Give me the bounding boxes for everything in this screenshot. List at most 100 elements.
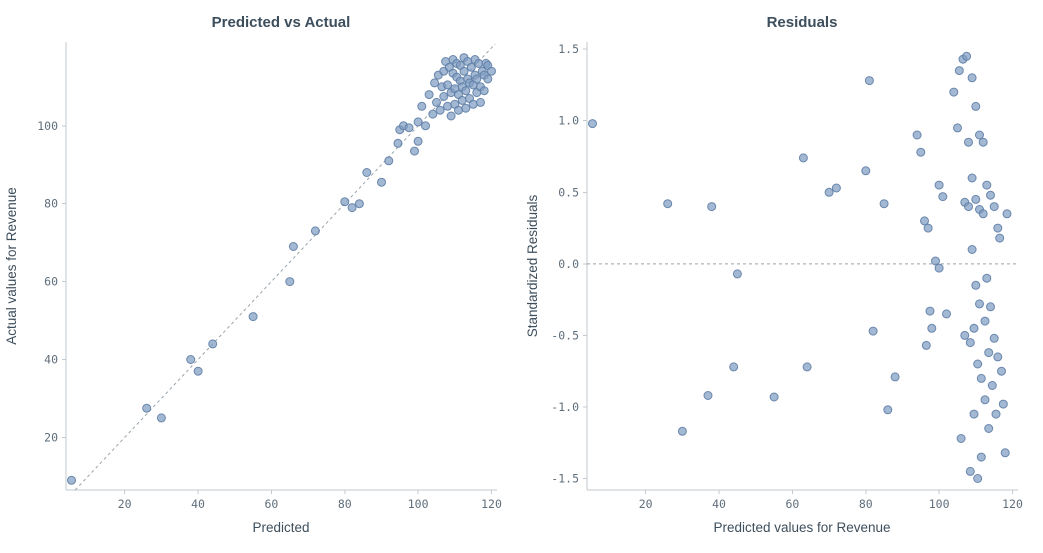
x-tick-label: 80 [859, 497, 873, 511]
data-point [984, 424, 994, 433]
data-point [969, 323, 979, 333]
x-tick-label: 100 [408, 497, 429, 511]
data-point [824, 187, 834, 197]
x-axis-label-predicted-values: Predicted values for Revenue [713, 520, 890, 535]
data-point [978, 137, 988, 147]
scatter-plot-residuals: Residuals Predicted values for Revenue S… [525, 14, 1023, 535]
data-point [967, 73, 977, 83]
y-tick-label: -1.5 [551, 472, 579, 486]
data-point [798, 153, 808, 163]
y-tick-label: 60 [44, 275, 58, 289]
data-point [934, 180, 944, 190]
data-point [439, 92, 449, 101]
data-point [703, 391, 713, 400]
data-point [967, 245, 977, 254]
data-point [971, 280, 981, 290]
data-point [802, 362, 812, 372]
data-point [864, 76, 874, 86]
data-point [156, 413, 166, 423]
data-point [962, 51, 972, 61]
data-point [967, 173, 977, 183]
data-point [310, 226, 320, 236]
data-point [466, 62, 476, 72]
data-point [413, 117, 423, 127]
data-point [288, 242, 298, 251]
data-point [986, 302, 995, 312]
data-point [588, 119, 597, 129]
data-point [663, 199, 673, 209]
x-tick-label: 120 [1002, 497, 1023, 511]
data-point [890, 372, 900, 382]
data-point [285, 277, 295, 287]
data-point [67, 475, 76, 485]
data-point [459, 66, 469, 76]
data-point [454, 105, 463, 115]
data-point [443, 101, 452, 111]
data-point [443, 80, 452, 90]
data-point [476, 97, 485, 107]
data-point [404, 123, 414, 133]
data-point [413, 136, 423, 146]
data-point [428, 109, 438, 119]
data-point [879, 199, 889, 209]
data-point [973, 474, 983, 483]
data-point [931, 256, 940, 266]
chart-title-residuals: Residuals [767, 14, 838, 31]
data-point [971, 101, 981, 111]
data-point [984, 348, 994, 358]
data-point [969, 409, 979, 419]
data-point [982, 273, 992, 283]
data-point [964, 202, 973, 212]
data-point [964, 137, 973, 147]
x-axis-label-predicted: Predicted [252, 520, 309, 535]
data-point [883, 405, 893, 415]
data-point [993, 352, 1003, 362]
data-point [923, 223, 933, 233]
data-point [925, 306, 935, 316]
data-point [954, 66, 964, 76]
data-point [831, 183, 841, 193]
data-point [942, 309, 951, 319]
data-point [208, 339, 218, 349]
data-point [986, 190, 995, 200]
y-tick-label: 100 [37, 119, 58, 133]
x-tick-label: 80 [338, 497, 352, 511]
data-point [435, 105, 445, 115]
data-point [934, 263, 944, 273]
data-point [916, 147, 926, 157]
data-point [980, 316, 990, 326]
x-tick-label: 20 [639, 497, 653, 511]
y-tick-label: 40 [44, 352, 58, 366]
y-tick-label: -0.5 [551, 328, 579, 342]
data-point [965, 338, 975, 348]
data-point [956, 434, 966, 443]
x-tick-label: 40 [191, 497, 205, 511]
plot-area: 20 40 60 80 100 120 20 40 60 80 100 [37, 42, 502, 511]
data-point [193, 366, 203, 376]
y-axis-label-standardized-residuals: Standardized Residuals [525, 194, 540, 337]
data-point [920, 216, 929, 226]
data-point [248, 312, 258, 322]
data-point [971, 194, 981, 204]
data-point [978, 209, 988, 219]
data-point [987, 381, 997, 390]
scatter-plot-predicted-vs-actual: Predicted vs Actual Predicted Actual val… [4, 14, 502, 535]
data-point [362, 168, 372, 177]
data-point [430, 78, 440, 88]
data-point [340, 197, 350, 207]
data-point [960, 330, 970, 340]
data-point [729, 362, 739, 372]
data-point [354, 199, 364, 209]
data-point [989, 202, 999, 212]
data-point [393, 138, 403, 148]
chart-title-predicted-vs-actual: Predicted vs Actual [212, 14, 351, 31]
data-point [377, 177, 386, 187]
data-point [410, 146, 419, 156]
y-tick-label: 1.5 [558, 42, 579, 56]
data-point [868, 326, 878, 336]
data-point [989, 333, 999, 343]
data-point [993, 223, 1003, 233]
data-point [949, 87, 959, 97]
data-point [707, 202, 717, 212]
